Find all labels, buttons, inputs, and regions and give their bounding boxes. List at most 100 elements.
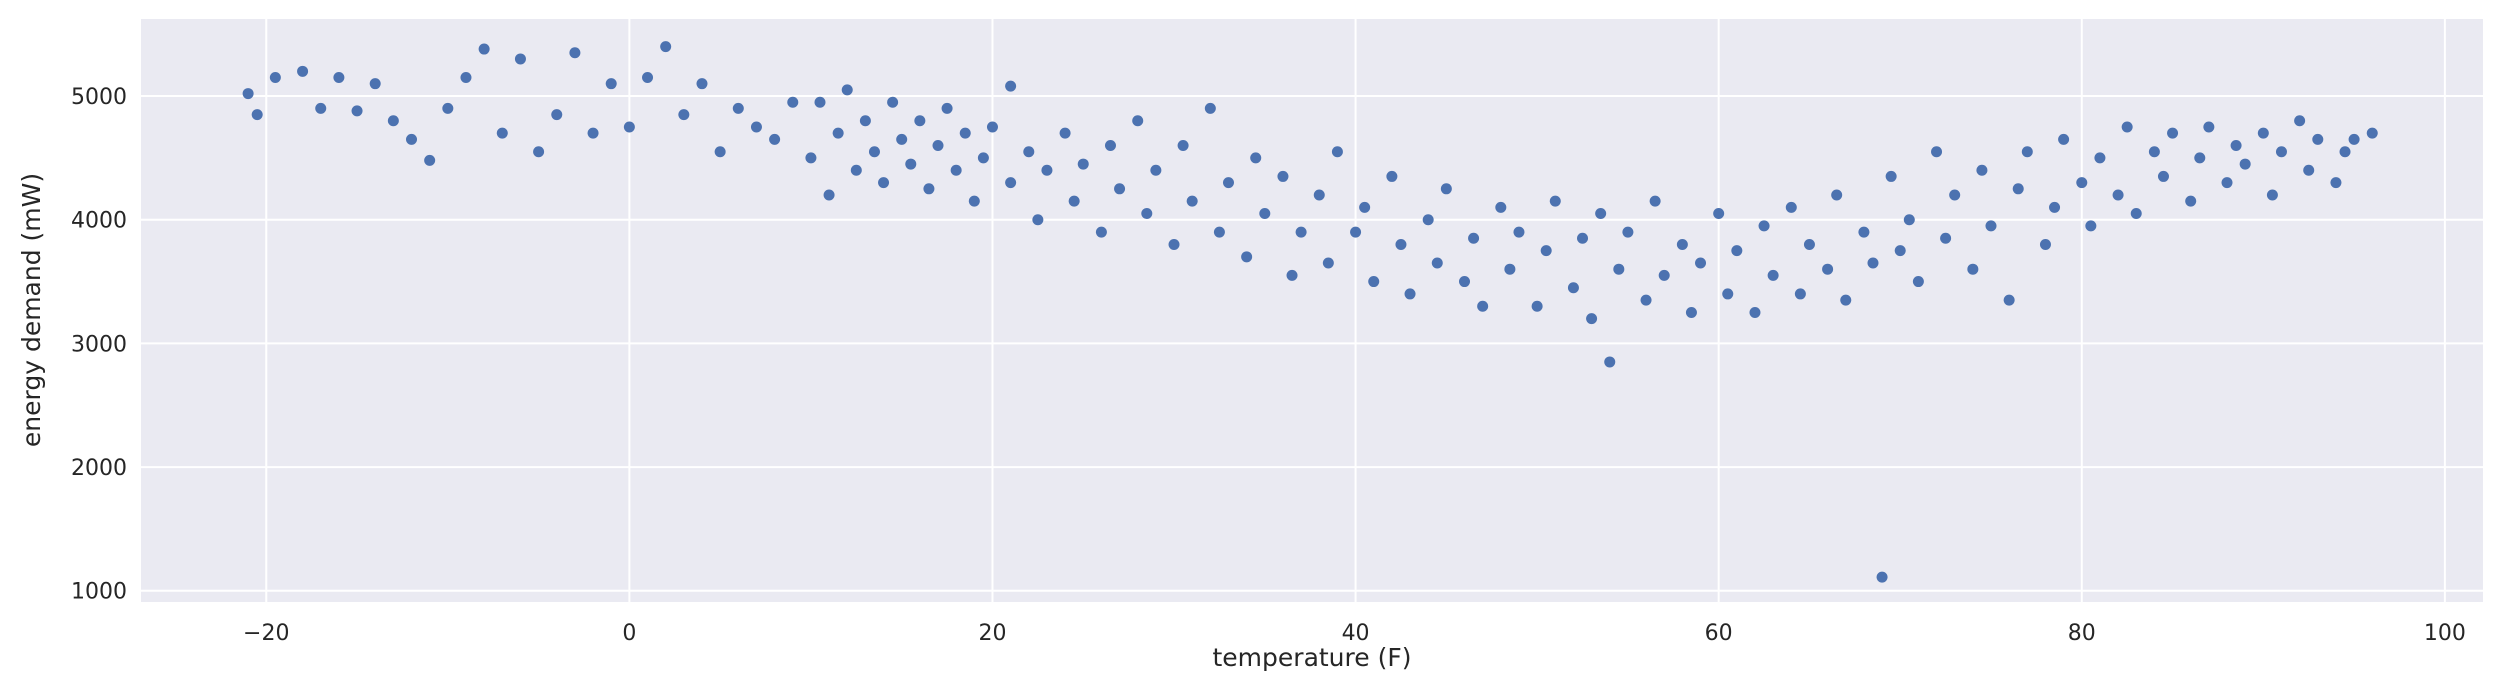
x-tick-label: 100	[2424, 621, 2466, 646]
point	[905, 158, 917, 170]
point	[1032, 214, 1044, 226]
point	[887, 96, 899, 108]
point	[1295, 226, 1307, 238]
y-tick-label: 1000	[71, 580, 127, 605]
point	[1967, 263, 1979, 275]
point	[1213, 226, 1225, 238]
point	[1059, 127, 1071, 139]
point	[1186, 195, 1198, 207]
point	[986, 121, 998, 133]
point	[1313, 189, 1325, 201]
point	[496, 127, 508, 139]
point	[2194, 152, 2206, 164]
point	[1858, 226, 1870, 238]
point	[2275, 146, 2287, 158]
point	[1440, 183, 1452, 195]
point	[2257, 127, 2269, 139]
point	[805, 152, 817, 164]
x-axis-label: temperature (F)	[1213, 643, 1412, 672]
point	[932, 140, 944, 152]
y-tick-label: 2000	[71, 456, 127, 481]
point	[1867, 257, 1879, 269]
point	[1077, 158, 1089, 170]
point	[1222, 177, 1234, 189]
point	[269, 71, 281, 83]
point	[832, 127, 844, 139]
point	[896, 133, 908, 145]
point	[823, 189, 835, 201]
point	[297, 65, 309, 77]
point	[533, 146, 545, 158]
point	[1241, 251, 1253, 263]
point	[1114, 183, 1126, 195]
point	[2230, 140, 2242, 152]
point	[1758, 220, 1770, 232]
point	[2021, 146, 2033, 158]
point	[1286, 269, 1298, 281]
point	[868, 146, 880, 158]
point	[1885, 170, 1897, 182]
grid	[141, 19, 2483, 602]
point	[914, 115, 926, 127]
point	[1023, 146, 1035, 158]
point	[1822, 263, 1834, 275]
point	[1713, 208, 1725, 220]
point	[2039, 238, 2051, 250]
point	[369, 78, 381, 90]
point	[1595, 208, 1607, 220]
point	[2221, 177, 2233, 189]
point	[2203, 121, 2215, 133]
point	[1540, 245, 1552, 257]
point	[623, 121, 635, 133]
plot-area	[141, 19, 2483, 602]
point	[1150, 164, 1162, 176]
point	[242, 88, 254, 100]
point	[2185, 195, 2197, 207]
x-tick-label: 60	[1705, 621, 1733, 646]
point	[1658, 269, 1670, 281]
point	[478, 43, 490, 55]
point	[1350, 226, 1362, 238]
point	[2167, 127, 2179, 139]
point	[1095, 226, 1107, 238]
point	[1903, 214, 1915, 226]
point	[1041, 164, 1053, 176]
point	[2330, 177, 2342, 189]
point	[2266, 189, 2278, 201]
point	[2157, 170, 2169, 182]
point	[1132, 115, 1144, 127]
point	[2076, 177, 2088, 189]
point	[1259, 208, 1271, 220]
point	[2012, 183, 2024, 195]
point	[1604, 356, 1616, 368]
point	[1803, 238, 1815, 250]
point	[2121, 121, 2133, 133]
point	[1495, 201, 1507, 213]
point	[950, 164, 962, 176]
point	[1177, 140, 1189, 152]
points	[242, 41, 2378, 583]
y-tick-label: 5000	[71, 85, 127, 110]
point	[1577, 232, 1589, 244]
point	[1395, 238, 1407, 250]
point	[1785, 201, 1797, 213]
point	[2294, 115, 2306, 127]
point	[2085, 220, 2097, 232]
point	[2148, 146, 2160, 158]
point	[569, 47, 581, 59]
point	[968, 195, 980, 207]
point	[1876, 571, 1888, 583]
y-axis-label: energy demand (mW)	[17, 173, 46, 447]
point	[1431, 257, 1443, 269]
point	[1567, 282, 1579, 294]
point	[1831, 189, 1843, 201]
point	[977, 152, 989, 164]
point	[251, 109, 263, 121]
point	[1459, 276, 1471, 288]
x-tick-label: 0	[622, 621, 636, 646]
point	[1722, 288, 1734, 300]
point	[1468, 232, 1480, 244]
point	[959, 127, 971, 139]
point	[1894, 245, 1906, 257]
y-tick-label: 3000	[71, 332, 127, 357]
